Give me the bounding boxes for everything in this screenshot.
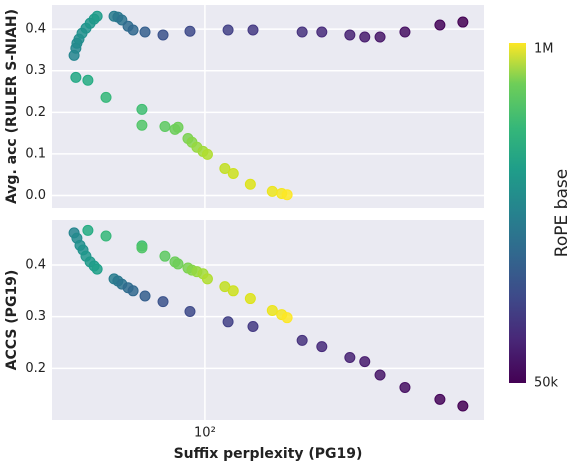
point [296, 334, 308, 346]
point [434, 19, 446, 31]
point [172, 258, 184, 270]
point [247, 320, 259, 332]
point [344, 29, 356, 41]
point [296, 26, 308, 38]
point [244, 178, 256, 190]
point [157, 296, 169, 308]
y-tick-label: 0.3 [25, 63, 46, 78]
point [82, 74, 94, 86]
colorbar-label: RoPE base [552, 169, 568, 257]
point [374, 31, 386, 43]
point [159, 250, 171, 262]
point [136, 103, 148, 115]
x-tick-label: 10² [194, 426, 216, 441]
point [359, 356, 371, 368]
point [184, 25, 196, 37]
point [201, 273, 213, 285]
point [70, 71, 82, 83]
plot-background [52, 5, 484, 208]
point [359, 31, 371, 43]
point [100, 230, 112, 242]
point [139, 26, 151, 38]
point [157, 29, 169, 41]
y-tick-label: 0.2 [25, 105, 46, 120]
point [127, 24, 139, 36]
point [127, 285, 139, 297]
point [172, 121, 184, 133]
y-tick-label: 0.2 [25, 361, 46, 376]
point [222, 316, 234, 328]
point [91, 263, 103, 275]
point [457, 16, 469, 28]
y-axis-label: Avg. acc (RULER S-NIAH) [4, 9, 20, 204]
point [91, 10, 103, 22]
point [139, 290, 151, 302]
point [266, 185, 278, 197]
y-tick-label: 0.4 [25, 22, 46, 37]
point [227, 285, 239, 297]
point [247, 24, 259, 36]
point [100, 91, 112, 103]
point [201, 148, 213, 160]
y-tick-label: 0.3 [25, 309, 46, 324]
point [434, 393, 446, 405]
x-axis-label: Suffix perplexity (PG19) [174, 446, 363, 462]
point [136, 242, 148, 254]
colorbar-tick-label: 50k [534, 376, 559, 391]
point [219, 162, 231, 174]
point [266, 304, 278, 316]
y-tick-label: 0.4 [25, 257, 46, 272]
point [399, 26, 411, 38]
point [457, 400, 469, 412]
point [136, 119, 148, 131]
point [184, 305, 196, 317]
point [227, 167, 239, 179]
point [222, 24, 234, 36]
colorbar-tick-label: 1M [534, 42, 554, 57]
point [316, 341, 328, 353]
point [244, 293, 256, 305]
point [281, 312, 293, 324]
point [82, 224, 94, 236]
colorbar [509, 43, 526, 383]
point [316, 26, 328, 38]
plot-background [52, 220, 484, 420]
point [344, 351, 356, 363]
y-axis-label: ACCS (PG19) [4, 270, 20, 371]
y-tick-label: 0.0 [25, 188, 46, 203]
y-tick-label: 0.1 [25, 146, 46, 161]
point [374, 369, 386, 381]
point [399, 381, 411, 393]
point [159, 120, 171, 132]
point [281, 189, 293, 201]
